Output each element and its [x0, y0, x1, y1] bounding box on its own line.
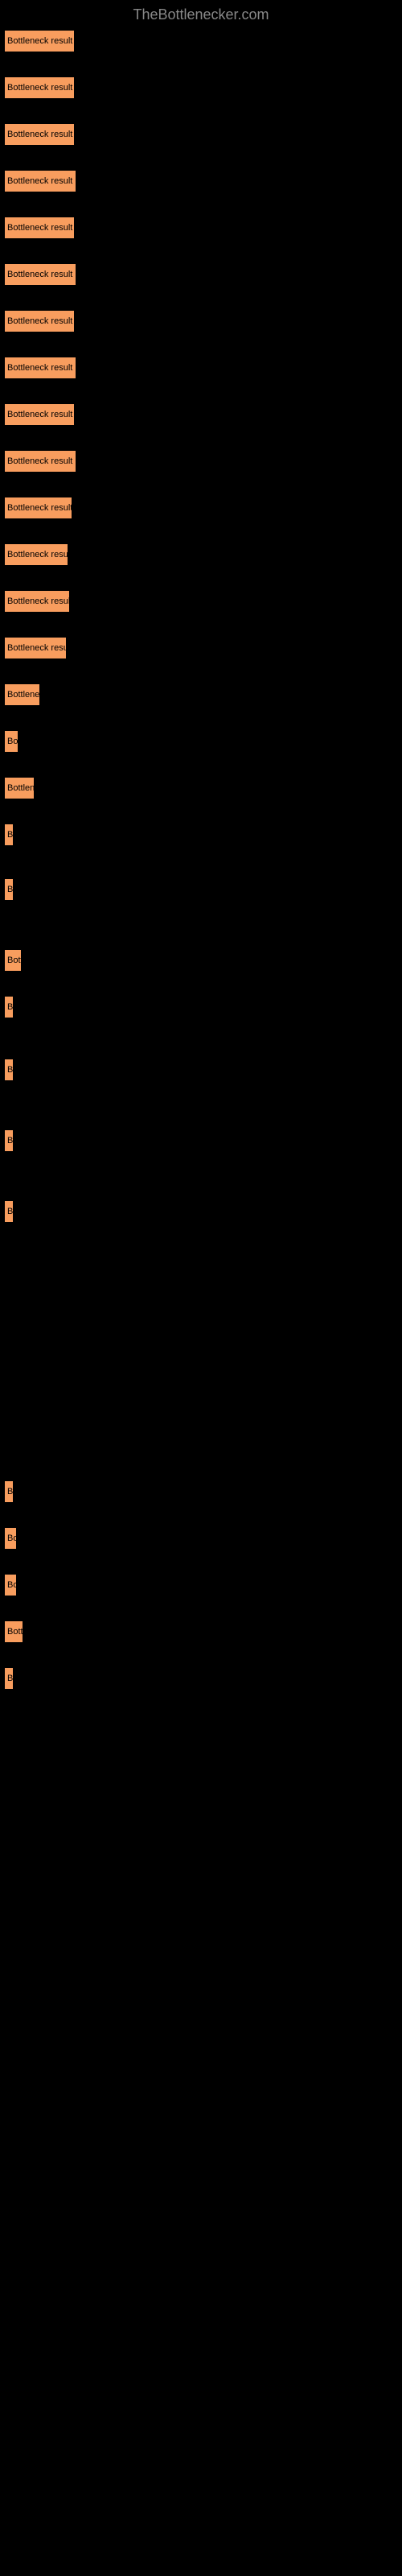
bar-label: Bottleneck result — [7, 130, 72, 139]
bar-row: Bottleneck result — [4, 310, 402, 332]
bar-row: Bottleneck result — [4, 1574, 402, 1596]
bar-row: Bottleneck result — [4, 777, 402, 799]
chart-bar: Bottleneck result — [4, 123, 75, 146]
chart-bar: Bottleneck result — [4, 878, 14, 901]
bar-row: Bottleneck result — [4, 170, 402, 192]
bar-row: Bottleneck result — [4, 1129, 402, 1152]
chart-bar: Bottleneck result — [4, 170, 76, 192]
chart-bar: Bottleneck result — [4, 543, 68, 566]
bar-row: Bottleneck result — [4, 123, 402, 146]
bar-label: Bottleneck result — [7, 690, 40, 700]
bar-row: Bottleneck result — [4, 403, 402, 426]
bar-row: Bottleneck result — [4, 450, 402, 473]
bar-label: Bottleneck result — [7, 363, 72, 373]
chart-bar: Bottleneck result — [4, 824, 14, 846]
chart-bar: Bottleneck result — [4, 76, 75, 99]
bar-label: Bottleneck result — [7, 503, 72, 513]
bar-row: Bottleneck result — [4, 263, 402, 286]
chart-bar: Bottleneck result — [4, 1574, 17, 1596]
bar-row: Bottleneck result — [4, 1620, 402, 1643]
bar-row: Bottleneck result — [4, 824, 402, 846]
bar-label: Bottleneck result — [7, 456, 72, 466]
chart-bar: Bottleneck result — [4, 637, 67, 659]
bar-row: Bottleneck result — [4, 996, 402, 1018]
bar-row: Bottleneck result — [4, 590, 402, 613]
bar-label: Bottleneck result — [7, 597, 70, 606]
header-title: TheBottlenecker.com — [0, 0, 402, 30]
bar-label: Bottleneck result — [7, 316, 72, 326]
chart-bar: Bottleneck result — [4, 1059, 14, 1081]
bar-label: Bottleneck result — [7, 1487, 14, 1496]
chart-container: Bottleneck result Bottleneck result Bottle… — [0, 30, 402, 1690]
bar-row: Bottleneck result — [4, 217, 402, 239]
bar-label: Bottleneck result — [7, 643, 67, 653]
bar-row: Bottleneck result — [4, 1667, 402, 1690]
bar-label: Bottleneck result — [7, 830, 14, 840]
chart-bar: Bottleneck result — [4, 357, 76, 379]
bar-label: Bottleneck result — [7, 1002, 14, 1012]
bar-label: Bottleneck result — [7, 1674, 14, 1683]
bar-row: Bottleneck result — [4, 497, 402, 519]
bar-label: Bottleneck result — [7, 885, 14, 894]
chart-bar: Bottleneck result — [4, 949, 22, 972]
bar-label: Bottleneck result — [7, 956, 22, 965]
bar-label: Bottleneck result — [7, 1580, 17, 1590]
bar-row: Bottleneck result — [4, 1527, 402, 1550]
bar-label: Bottleneck result — [7, 1627, 23, 1637]
chart-bar: Bottleneck result — [4, 683, 40, 706]
chart-bar: Bottleneck result — [4, 497, 72, 519]
chart-bar: Bottleneck result — [4, 217, 75, 239]
bar-row: Bottleneck result — [4, 878, 402, 901]
bar-label: Bottleneck result — [7, 1534, 17, 1543]
bar-row: Bottleneck result — [4, 1200, 402, 1223]
chart-bar: Bottleneck result — [4, 1620, 23, 1643]
chart-bar: Bottleneck result — [4, 777, 35, 799]
bar-label: Bottleneck result — [7, 737, 18, 746]
chart-bar: Bottleneck result — [4, 730, 18, 753]
chart-bar: Bottleneck result — [4, 263, 76, 286]
bar-label: Bottleneck result — [7, 550, 68, 559]
chart-bar: Bottleneck result — [4, 310, 75, 332]
chart-bar: Bottleneck result — [4, 1129, 14, 1152]
bar-label: Bottleneck result — [7, 176, 72, 186]
bar-row: Bottleneck result — [4, 30, 402, 52]
chart-bar: Bottleneck result — [4, 1527, 17, 1550]
bar-row: Bottleneck result — [4, 683, 402, 706]
bar-label: Bottleneck result — [7, 1136, 14, 1146]
bar-row: Bottleneck result — [4, 357, 402, 379]
chart-bar: Bottleneck result — [4, 1200, 14, 1223]
chart-bar: Bottleneck result — [4, 450, 76, 473]
bar-label: Bottleneck result — [7, 783, 35, 793]
bar-row: Bottleneck result — [4, 543, 402, 566]
chart-bar: Bottleneck result — [4, 1667, 14, 1690]
bar-label: Bottleneck result — [7, 83, 72, 93]
bar-row: Bottleneck result — [4, 730, 402, 753]
chart-bar: Bottleneck result — [4, 403, 75, 426]
bar-row: Bottleneck result — [4, 76, 402, 99]
bar-label: Bottleneck result — [7, 410, 72, 419]
chart-bar: Bottleneck result — [4, 590, 70, 613]
bar-row: Bottleneck result — [4, 949, 402, 972]
bar-label: Bottleneck result — [7, 1207, 14, 1216]
bar-row: Bottleneck result — [4, 1059, 402, 1081]
bar-label: Bottleneck result — [7, 270, 72, 279]
bar-label: Bottleneck result — [7, 223, 72, 233]
bar-row: Bottleneck result — [4, 637, 402, 659]
bar-row: Bottleneck result — [4, 1480, 402, 1503]
bar-label: Bottleneck result — [7, 1065, 14, 1075]
chart-bar: Bottleneck result — [4, 30, 75, 52]
chart-bar: Bottleneck result — [4, 996, 14, 1018]
bar-label: Bottleneck result — [7, 36, 72, 46]
chart-bar: Bottleneck result — [4, 1480, 14, 1503]
